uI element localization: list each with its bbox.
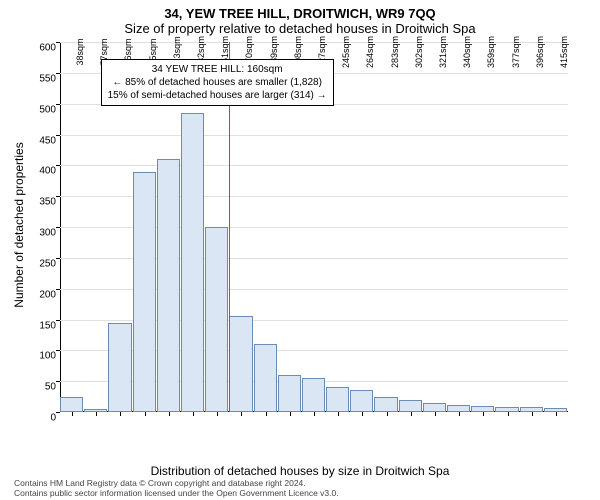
y-tick-mark — [56, 289, 60, 290]
page-title: 34, YEW TREE HILL, DROITWICH, WR9 7QQ — [0, 6, 600, 21]
histogram-bar — [423, 403, 446, 412]
x-tick-label: 377sqm — [511, 36, 521, 68]
histogram-bar — [60, 397, 83, 412]
page-subtitle: Size of property relative to detached ho… — [0, 21, 600, 36]
x-tick-mark — [387, 412, 388, 416]
y-tick-label: 150 — [16, 320, 56, 331]
histogram-bar — [326, 387, 349, 412]
x-tick-mark — [411, 412, 412, 416]
x-tick-label: 359sqm — [486, 36, 496, 68]
y-tick-label: 300 — [16, 228, 56, 239]
y-tick-mark — [56, 258, 60, 259]
y-tick-label: 600 — [16, 43, 56, 54]
x-axis-label: Distribution of detached houses by size … — [0, 464, 600, 478]
x-tick-mark — [483, 412, 484, 416]
x-tick-mark — [362, 412, 363, 416]
y-tick-label: 50 — [16, 382, 56, 393]
x-tick-mark — [314, 412, 315, 416]
y-tick-label: 500 — [16, 104, 56, 115]
x-tick-mark — [435, 412, 436, 416]
histogram-bar — [374, 397, 397, 412]
annotation-line: 34 YEW TREE HILL: 160sqm — [108, 63, 327, 76]
y-tick-mark — [56, 381, 60, 382]
histogram-bar — [302, 378, 325, 412]
x-tick-mark — [120, 412, 121, 416]
x-tick-mark — [338, 412, 339, 416]
x-tick-mark — [72, 412, 73, 416]
y-tick-label: 250 — [16, 258, 56, 269]
gridline — [60, 165, 568, 166]
histogram-bar — [350, 390, 373, 412]
footer-line1: Contains HM Land Registry data © Crown c… — [14, 478, 339, 488]
y-tick-mark — [56, 320, 60, 321]
histogram-bar — [254, 344, 277, 412]
histogram-bar — [229, 316, 252, 412]
y-tick-label: 350 — [16, 197, 56, 208]
annotation-line: 15% of semi-detached houses are larger (… — [108, 89, 327, 102]
x-tick-mark — [556, 412, 557, 416]
histogram-bar — [157, 159, 180, 412]
histogram-bar — [133, 172, 156, 413]
footer-line2: Contains public sector information licen… — [14, 488, 339, 498]
y-tick-label: 550 — [16, 73, 56, 84]
histogram-bar — [399, 400, 422, 412]
x-tick-mark — [266, 412, 267, 416]
y-tick-mark — [56, 350, 60, 351]
x-tick-mark — [96, 412, 97, 416]
x-tick-label: 415sqm — [559, 36, 569, 68]
x-tick-mark — [169, 412, 170, 416]
x-tick-mark — [532, 412, 533, 416]
gridline — [60, 135, 568, 136]
footer-attribution: Contains HM Land Registry data © Crown c… — [14, 478, 339, 498]
x-tick-label: 396sqm — [535, 36, 545, 68]
x-tick-label: 38sqm — [75, 38, 85, 65]
x-tick-mark — [217, 412, 218, 416]
x-tick-label: 245sqm — [341, 36, 351, 68]
y-tick-mark — [56, 412, 60, 413]
x-tick-label: 321sqm — [438, 36, 448, 68]
histogram-bar — [108, 323, 131, 412]
x-tick-label: 302sqm — [414, 36, 424, 68]
x-tick-mark — [508, 412, 509, 416]
x-tick-mark — [193, 412, 194, 416]
histogram-bar — [205, 227, 228, 412]
histogram-bar — [447, 405, 470, 412]
x-tick-label: 283sqm — [390, 36, 400, 68]
chart-area: 05010015020025030035040045050055060038sq… — [60, 42, 568, 412]
y-tick-label: 0 — [16, 413, 56, 424]
histogram-bar — [278, 375, 301, 412]
y-tick-mark — [56, 73, 60, 74]
annotation-line: ← 85% of detached houses are smaller (1,… — [108, 76, 327, 89]
y-tick-mark — [56, 42, 60, 43]
x-tick-label: 264sqm — [365, 36, 375, 68]
x-tick-mark — [241, 412, 242, 416]
y-tick-mark — [56, 196, 60, 197]
x-tick-mark — [290, 412, 291, 416]
y-tick-mark — [56, 135, 60, 136]
y-tick-label: 400 — [16, 166, 56, 177]
x-tick-label: 340sqm — [462, 36, 472, 68]
y-tick-mark — [56, 227, 60, 228]
y-tick-mark — [56, 165, 60, 166]
x-tick-mark — [145, 412, 146, 416]
y-tick-label: 450 — [16, 135, 56, 146]
y-tick-label: 100 — [16, 351, 56, 362]
y-tick-label: 200 — [16, 289, 56, 300]
x-tick-mark — [459, 412, 460, 416]
y-tick-mark — [56, 104, 60, 105]
histogram-plot: 05010015020025030035040045050055060038sq… — [60, 42, 568, 412]
histogram-bar — [181, 113, 204, 412]
annotation-box: 34 YEW TREE HILL: 160sqm← 85% of detache… — [101, 59, 334, 106]
